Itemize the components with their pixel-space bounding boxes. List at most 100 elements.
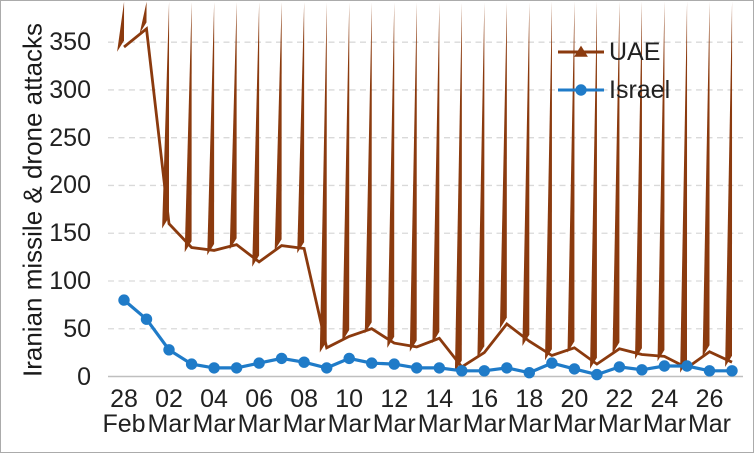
y-tick-label-200: 200	[49, 171, 91, 200]
uae-series-line	[123, 26, 733, 370]
x-tick-label-10-mar: 10 Mar	[313, 387, 385, 437]
uae-marker	[499, 1, 507, 329]
uae-marker	[680, 1, 688, 373]
x-tick-label-24-mar: 24 Mar	[628, 387, 700, 437]
x-tick-month: Mar	[642, 410, 686, 438]
uae-marker	[139, 1, 147, 34]
uae-marker	[635, 1, 642, 360]
uae-marker	[297, 1, 305, 254]
israel-marker	[478, 365, 490, 377]
x-tick-day: 06	[245, 385, 274, 413]
uae-marker	[387, 1, 395, 348]
israel-marker	[501, 362, 513, 374]
x-tick-label-06-mar: 06 Mar	[223, 387, 295, 437]
uae-marker	[364, 1, 372, 334]
x-tick-day: 14	[425, 385, 454, 413]
israel-marker	[298, 356, 310, 368]
x-tick-label-28-feb: 28 Feb	[88, 387, 160, 437]
x-tick-label-14-mar: 14 Mar	[403, 387, 475, 437]
uae-marker	[162, 1, 170, 229]
israel-marker	[613, 361, 626, 373]
israel-marker	[681, 360, 693, 372]
y-tick-label-50: 50	[63, 314, 91, 343]
uae-marker	[409, 1, 417, 352]
x-tick-day: 16	[470, 385, 499, 413]
x-tick-month: Mar	[282, 410, 326, 438]
israel-marker	[411, 362, 423, 374]
uae-marker	[590, 1, 597, 369]
legend-label-uae: UAE	[609, 37, 661, 66]
uae-marker	[702, 1, 710, 357]
x-tick-month: Feb	[102, 410, 146, 438]
x-tick-month: Mar	[372, 410, 416, 438]
x-tick-month: Mar	[192, 410, 236, 438]
israel-marker	[208, 362, 220, 374]
legend-label-israel: Israel	[609, 75, 671, 104]
x-tick-label-26-mar: 26 Mar	[673, 387, 745, 437]
israel-marker	[456, 365, 468, 377]
y-tick-label-0: 0	[77, 362, 91, 391]
israel-marker	[703, 365, 716, 377]
uae-marker	[319, 1, 327, 353]
legend-item-israel: Israel	[557, 76, 670, 104]
uae-marker	[229, 1, 237, 250]
legend-item-uae: UAE	[557, 38, 660, 66]
uae-marker	[207, 1, 215, 256]
y-tick-label-150: 150	[49, 219, 91, 248]
uae-marker	[117, 1, 125, 52]
uae-marker	[545, 1, 552, 361]
x-tick-label-08-mar: 08 Mar	[268, 387, 340, 437]
x-tick-day: 12	[380, 385, 409, 413]
uae-marker	[184, 1, 192, 253]
uae-marker	[252, 1, 260, 267]
x-tick-label-22-mar: 22 Mar	[583, 387, 655, 437]
israel-marker	[185, 358, 198, 370]
x-tick-label-04-mar: 04 Mar	[178, 387, 250, 437]
x-tick-day: 10	[335, 385, 364, 413]
israel-marker	[636, 364, 648, 376]
x-tick-day: 04	[200, 385, 228, 413]
uae-marker	[657, 1, 665, 362]
x-tick-label-02-mar: 02 Mar	[133, 387, 205, 437]
israel-line-circle-swatch	[558, 84, 604, 96]
x-tick-month: Mar	[687, 410, 731, 438]
israel-marker	[433, 362, 445, 374]
uae-marker	[477, 1, 485, 358]
israel-marker	[366, 357, 378, 369]
israel-marker	[321, 362, 333, 374]
x-tick-month: Mar	[507, 410, 551, 438]
israel-marker	[230, 362, 243, 374]
uae-marker	[612, 1, 620, 354]
israel-marker	[388, 358, 400, 370]
x-tick-month: Mar	[462, 410, 506, 438]
y-tick-label-300: 300	[49, 75, 91, 104]
x-tick-month: Mar	[147, 410, 191, 438]
x-tick-month: Mar	[237, 410, 281, 438]
y-tick-label-250: 250	[49, 123, 91, 152]
x-tick-day: 26	[695, 385, 724, 413]
israel-marker	[568, 363, 581, 375]
x-tick-label-16-mar: 16 Mar	[448, 387, 520, 437]
israel-marker	[726, 365, 738, 377]
y-tick-label-350: 350	[49, 28, 91, 57]
uae-marker	[454, 1, 462, 372]
israel-marker	[343, 352, 355, 365]
x-tick-month: Mar	[327, 410, 371, 438]
legend-circle-icon	[575, 84, 587, 96]
x-tick-label-12-mar: 12 Mar	[358, 387, 430, 437]
x-tick-day: 20	[560, 385, 589, 413]
israel-marker	[275, 352, 288, 365]
x-tick-day: 28	[110, 385, 138, 413]
uae-marker	[432, 1, 440, 344]
x-tick-month: Mar	[417, 410, 461, 438]
x-tick-day: 02	[155, 385, 183, 413]
x-tick-day: 24	[650, 385, 679, 413]
uae-marker	[274, 1, 282, 251]
israel-marker	[118, 294, 130, 306]
x-tick-month: Mar	[552, 410, 596, 438]
israel-marker	[140, 313, 153, 325]
israel-marker	[163, 344, 175, 356]
israel-marker	[591, 368, 603, 381]
